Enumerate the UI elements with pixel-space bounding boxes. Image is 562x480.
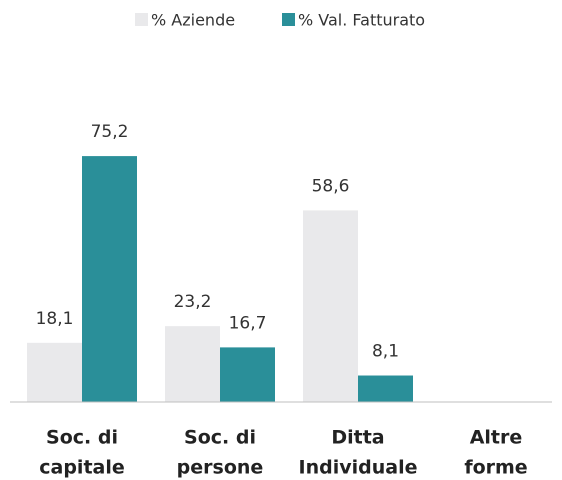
x-tick-label: Soc. di: [184, 427, 256, 449]
value-label: 75,2: [91, 122, 129, 142]
x-tick-label: Soc. di: [46, 427, 118, 449]
x-tick-label: Ditta: [331, 427, 384, 449]
x-tick-label: Individuale: [299, 457, 418, 479]
bar: [165, 326, 220, 402]
bar: [220, 347, 275, 402]
x-tick-label: forme: [464, 457, 527, 479]
bar: [27, 342, 82, 402]
value-label: 58,6: [312, 176, 350, 196]
legend-label: % Val. Fatturato: [298, 11, 425, 30]
bar: [358, 375, 413, 402]
x-tick-label: capitale: [39, 457, 125, 479]
value-label: 23,2: [174, 292, 212, 312]
legend-label: % Aziende: [151, 11, 235, 30]
legend-swatch: [282, 13, 295, 26]
x-tick-label: Altre: [470, 427, 523, 449]
legend-swatch: [135, 13, 148, 26]
value-label: 18,1: [36, 309, 74, 329]
bar: [82, 156, 137, 402]
x-tick-label: persone: [177, 457, 264, 479]
value-label: 16,7: [229, 313, 267, 333]
value-label: 8,1: [372, 342, 399, 362]
bar: [303, 210, 358, 402]
